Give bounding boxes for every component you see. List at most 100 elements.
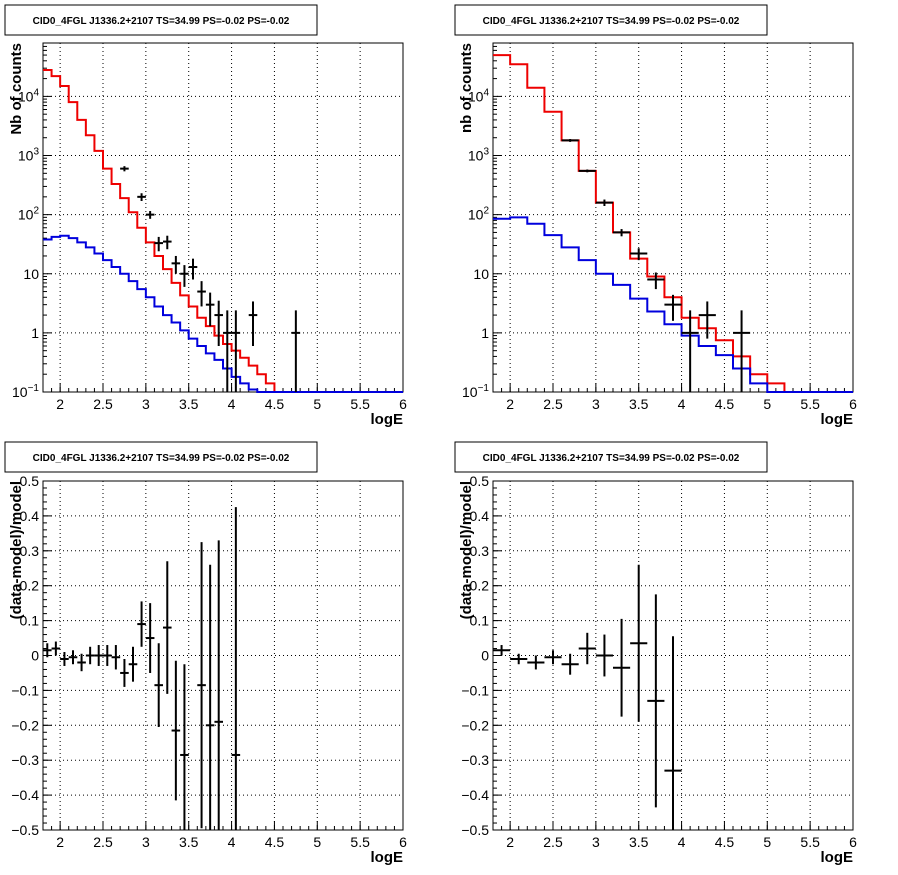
source-model-histogram [493, 216, 853, 393]
y-tick-label: −0.4 [461, 787, 489, 803]
x-tick-label: 3.5 [179, 396, 199, 412]
y-tick-label: 0.2 [20, 578, 40, 594]
y-tick-label: 0 [481, 648, 489, 664]
y-tick-label: 102 [18, 206, 40, 223]
y-tick-label: 10−1 [462, 383, 489, 400]
title-box [4, 4, 318, 36]
y-tick-label: −0.1 [461, 682, 489, 698]
x-tick-label: 5 [763, 834, 771, 850]
x-tick-label: 4.5 [265, 396, 285, 412]
x-tick-label: 5 [313, 396, 321, 412]
y-tick-label: −0.5 [461, 822, 489, 838]
y-tick-label: −0.5 [11, 822, 39, 838]
data-point [85, 646, 95, 665]
y-tick-label: 0.1 [20, 613, 40, 629]
data-point [291, 310, 301, 392]
data-point [154, 236, 163, 252]
data-point [510, 653, 528, 665]
data-point [137, 193, 146, 202]
title-box [454, 4, 768, 36]
x-tick-label: 2.5 [93, 396, 113, 412]
data-point [248, 301, 258, 346]
y-tick-label: 102 [468, 206, 490, 223]
data-point [60, 652, 69, 666]
y-axis-title: (data-model)/model [458, 481, 475, 619]
y-tick-label: −0.3 [11, 752, 39, 768]
data-point [180, 265, 189, 287]
data-point [137, 601, 146, 647]
data-point [681, 310, 699, 392]
data-point [698, 301, 716, 339]
data-point [197, 281, 206, 307]
chart-title: CID0_4FGL J1336.2+2107 TS=34.99 PS=-0.02… [483, 16, 740, 27]
x-tick-label: 5.5 [800, 396, 820, 412]
y-tick-label: 0.4 [470, 508, 490, 524]
data-point [163, 561, 172, 694]
y-tick-label: −0.3 [461, 752, 489, 768]
x-tick-label: 2.5 [543, 834, 563, 850]
data-point [664, 636, 682, 830]
data-point [171, 660, 181, 801]
x-tick-label: 5.5 [800, 834, 820, 850]
data-point [630, 248, 648, 261]
data-point [493, 645, 511, 656]
y-tick-label: −0.1 [11, 682, 39, 698]
y-tick-label: 0.1 [470, 613, 490, 629]
data-point [578, 632, 596, 665]
data-point [613, 618, 631, 717]
x-tick-label: 6 [849, 396, 857, 412]
x-tick-label: 4.5 [715, 396, 735, 412]
y-axis-title: (data-model)/model [8, 481, 25, 619]
data-point [664, 294, 682, 321]
chart-title: CID0_4FGL J1336.2+2107 TS=34.99 PS=-0.02… [483, 453, 740, 464]
data-point [154, 643, 163, 728]
y-tick-label: 1 [31, 325, 39, 341]
data-point [595, 199, 613, 206]
y-tick-label: −0.2 [461, 717, 489, 733]
data-point [43, 643, 52, 658]
data-point [231, 507, 241, 830]
y-tick-label: 0 [31, 648, 39, 664]
data-point [561, 139, 579, 142]
title-box [454, 441, 768, 473]
data-point [145, 211, 155, 219]
data-point [68, 650, 78, 665]
x-tick-label: 3 [592, 396, 600, 412]
x-tick-label: 5.5 [350, 834, 370, 850]
x-axis-title: logE [821, 849, 854, 866]
y-tick-label: 0.3 [20, 543, 40, 559]
data-point [120, 658, 129, 687]
x-tick-label: 5 [763, 396, 771, 412]
data-point [561, 653, 579, 675]
data-point [180, 664, 189, 830]
x-tick-label: 2 [56, 834, 64, 850]
x-tick-label: 4.5 [715, 834, 735, 850]
x-tick-label: 4.5 [265, 834, 285, 850]
data-point [77, 653, 86, 672]
plot-frame [492, 42, 854, 393]
data-point [613, 229, 631, 237]
data-point [544, 650, 562, 665]
data-point [111, 645, 121, 670]
data-point [595, 634, 613, 677]
data-point [527, 655, 545, 670]
chart-title: CID0_4FGL J1336.2+2107 TS=34.99 PS=-0.02… [33, 453, 290, 464]
data-point [103, 645, 112, 666]
y-axis-title: Nb of counts [8, 43, 25, 135]
data-point [51, 641, 61, 656]
y-tick-label: 1 [481, 325, 489, 341]
data-point [231, 310, 241, 392]
x-tick-label: 2 [506, 834, 514, 850]
y-tick-label: 103 [468, 147, 490, 164]
panel-bottom-left: CID0_4FGL J1336.2+2107 TS=34.99 PS=-0.02… [4, 441, 407, 866]
x-axis-title: logE [371, 411, 404, 428]
panel-top-left: CID0_4FGL J1336.2+2107 TS=34.99 PS=-0.02… [4, 4, 407, 428]
panel-bottom-right: CID0_4FGL J1336.2+2107 TS=34.99 PS=-0.02… [454, 441, 857, 866]
x-tick-label: 4 [678, 834, 686, 850]
y-tick-label: 0.5 [470, 473, 490, 489]
total-model-histogram [493, 54, 853, 393]
y-tick-label: 0.3 [470, 543, 490, 559]
data-point [120, 166, 129, 172]
x-tick-label: 4 [678, 396, 686, 412]
